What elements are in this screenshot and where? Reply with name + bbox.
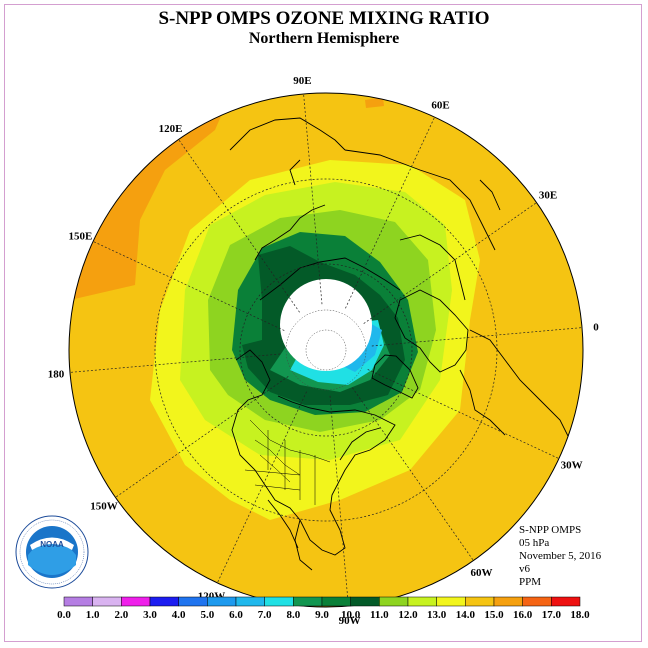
date-label: November 5, 2016 xyxy=(519,550,602,562)
colorbar-swatch xyxy=(465,596,495,607)
units-label: PPM xyxy=(519,576,542,588)
colorbar-swatch xyxy=(207,596,237,607)
colorbar-swatch xyxy=(321,596,351,607)
colorbar-tick-label: 1.0 xyxy=(86,609,100,621)
colorbar: 0.0 1.0 2.0 3.0 4.0 5.0 6.0 7.0 8.0 9.0 10.0 11.0 12… xyxy=(57,596,590,621)
longitude-label: 60W xyxy=(470,567,492,579)
meridian-line xyxy=(92,241,285,331)
longitude-label: 90W xyxy=(339,615,361,627)
political-borders xyxy=(244,419,331,505)
colorbar-tick-label: 8.0 xyxy=(286,609,300,621)
meridian-line xyxy=(303,93,323,305)
meridian-line xyxy=(345,116,435,309)
meridian-line xyxy=(367,369,560,459)
colorbar-tick-label: 4.0 xyxy=(172,609,186,621)
graticule xyxy=(69,93,583,607)
ozone-field xyxy=(69,93,583,607)
longitude-label: 120E xyxy=(159,123,183,135)
meridians xyxy=(69,93,583,607)
colorbar-swatch xyxy=(63,596,93,607)
longitude-label: 180 xyxy=(48,369,65,381)
colorbar-swatch xyxy=(551,596,581,607)
noaa-logo-text: NOAA xyxy=(40,540,64,549)
colorbar-tick-label: 11.0 xyxy=(370,609,389,621)
colorbar-swatch xyxy=(522,596,552,607)
figure-frame xyxy=(4,4,642,642)
colorbar-tick-label: 9.0 xyxy=(315,609,329,621)
colorbar-tick-label: 12.0 xyxy=(398,609,418,621)
meridian-line xyxy=(69,353,281,373)
longitude-label: 60E xyxy=(431,99,449,111)
colorbar-swatch xyxy=(149,596,179,607)
colorbar-swatch xyxy=(379,596,409,607)
meridian-line xyxy=(371,327,583,347)
noaa-logo: NOAA xyxy=(15,515,89,589)
colorbar-swatch xyxy=(407,596,437,607)
longitude-label: 0 xyxy=(593,321,599,333)
polar-grid xyxy=(285,309,367,391)
meridian-line xyxy=(115,376,289,498)
colorbar-swatch xyxy=(178,596,208,607)
colorbar-tick-label: 13.0 xyxy=(427,609,447,621)
colorbar-swatch xyxy=(235,596,265,607)
field-14-15 xyxy=(70,93,230,300)
colorbar-swatch xyxy=(121,596,151,607)
colorbar-swatch xyxy=(350,596,380,607)
colorbar-swatch xyxy=(293,596,323,607)
coastlines xyxy=(229,117,571,571)
colorbar-tick-label: 15.0 xyxy=(484,609,504,621)
colorbar-tick-label: 17.0 xyxy=(542,609,562,621)
colorbar-tick-label: 2.0 xyxy=(114,609,128,621)
meridian-line xyxy=(363,202,537,324)
colorbar-tick-label: 16.0 xyxy=(513,609,533,621)
meridian-line xyxy=(329,395,349,607)
colorbar-tick-label: 6.0 xyxy=(229,609,243,621)
map-boundary xyxy=(68,92,584,608)
meridian-line xyxy=(178,139,300,313)
longitude-label: 150W xyxy=(90,500,118,512)
colorbar-swatch xyxy=(264,596,294,607)
colorbar-swatch xyxy=(436,596,466,607)
longitude-label: 150E xyxy=(68,230,92,242)
info-block: S-NPP OMPS 05 hPa November 5, 2016 v6 PP… xyxy=(519,524,601,589)
colorbar-swatch xyxy=(92,596,122,607)
longitude-label: 90E xyxy=(293,75,311,87)
colorbar-tick-label: 3.0 xyxy=(143,609,157,621)
longitude-label: 30E xyxy=(539,190,557,202)
colorbar-tick-label: 14.0 xyxy=(456,609,476,621)
field-14-15-small xyxy=(365,97,384,108)
colorbar-tick-label: 0.0 xyxy=(57,609,71,621)
colorbar-tick-label: 10.0 xyxy=(341,609,361,621)
instrument-label: S-NPP OMPS xyxy=(519,524,582,536)
longitude-label: 30W xyxy=(561,460,583,472)
version-label: v6 xyxy=(519,563,530,575)
pressure-level: 05 hPa xyxy=(519,537,550,549)
colorbar-tick-label: 7.0 xyxy=(258,609,272,621)
chart-title: S-NPP OMPS OZONE MIXING RATIO xyxy=(158,8,490,29)
chart-subtitle: Northern Hemisphere xyxy=(248,30,400,47)
colorbar-swatch xyxy=(493,596,523,607)
polar-night xyxy=(280,279,372,371)
meridian-line xyxy=(217,391,307,584)
colorbar-tick-label: 18.0 xyxy=(570,609,590,621)
meridian-line xyxy=(352,387,474,561)
colorbar-tick-label: 5.0 xyxy=(200,609,214,621)
